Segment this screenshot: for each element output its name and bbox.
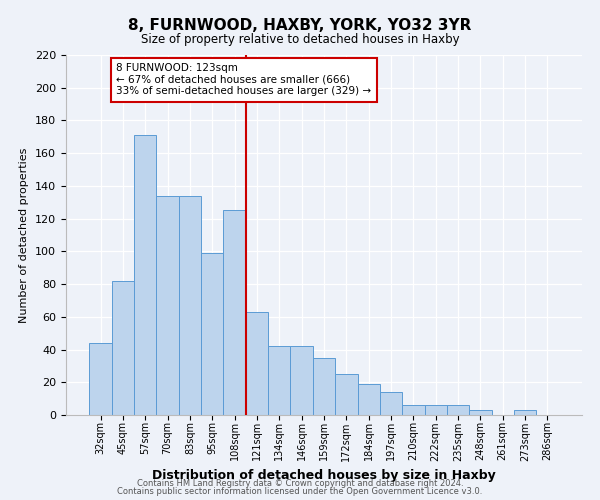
Text: 8 FURNWOOD: 123sqm
← 67% of detached houses are smaller (666)
33% of semi-detach: 8 FURNWOOD: 123sqm ← 67% of detached hou… [116, 63, 371, 96]
Bar [89, 343, 112, 415]
Bar [425, 405, 447, 415]
Bar [201, 253, 223, 415]
Bar [134, 135, 157, 415]
Text: Size of property relative to detached houses in Haxby: Size of property relative to detached ho… [140, 32, 460, 46]
Bar [157, 196, 179, 415]
Y-axis label: Number of detached properties: Number of detached properties [19, 148, 29, 322]
Text: Contains public sector information licensed under the Open Government Licence v3: Contains public sector information licen… [118, 487, 482, 496]
Bar [246, 312, 268, 415]
Text: 8, FURNWOOD, HAXBY, YORK, YO32 3YR: 8, FURNWOOD, HAXBY, YORK, YO32 3YR [128, 18, 472, 32]
Bar [447, 405, 469, 415]
Bar [335, 374, 358, 415]
Bar [290, 346, 313, 415]
Bar [380, 392, 402, 415]
Bar [514, 410, 536, 415]
Bar [223, 210, 246, 415]
Bar [358, 384, 380, 415]
Bar [179, 196, 201, 415]
Bar [469, 410, 491, 415]
Text: Contains HM Land Registry data © Crown copyright and database right 2024.: Contains HM Land Registry data © Crown c… [137, 479, 463, 488]
Bar [268, 346, 290, 415]
Bar [112, 281, 134, 415]
Bar [313, 358, 335, 415]
Bar [402, 405, 425, 415]
X-axis label: Distribution of detached houses by size in Haxby: Distribution of detached houses by size … [152, 469, 496, 482]
